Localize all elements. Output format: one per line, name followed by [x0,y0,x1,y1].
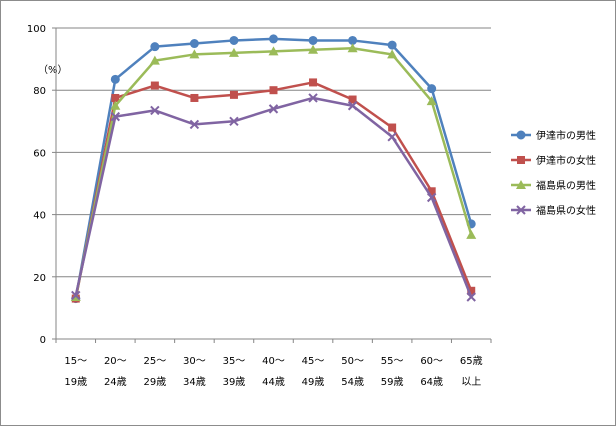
series-0-point-4 [229,35,239,45]
series-0-point-6 [308,35,318,45]
legend-marker-3 [516,205,526,215]
x-tick-label-8-line1: 55～ [381,356,404,367]
series-3-point-9 [426,192,437,203]
series-0-point-5 [269,34,278,44]
x-tick-label-0-line2: 19歳 [64,376,87,388]
series-2-point-3 [189,49,200,59]
x-tick-label-0-line1: 15～ [64,356,87,367]
y-tick-label-0: 0 [40,335,46,346]
series-2-point-10 [466,229,477,239]
y-tick-label-60: 60 [33,148,46,159]
x-tick-label-1-line2: 24歳 [104,376,127,388]
series-3-point-10 [466,292,476,302]
legend-marker-2 [516,180,526,189]
series-0-point-1 [110,74,120,84]
series-3-point-6 [308,93,318,103]
series-3-point-8 [387,132,397,142]
series-1-point-9 [427,187,436,196]
legend-label-0: 伊達市の男性 [536,129,596,142]
series-1-point-10 [467,286,476,295]
y-tick-label-20: 20 [33,273,46,284]
legend-label-3: 福島県の女性 [536,204,596,217]
series-3-point-7 [347,101,358,111]
y-tick-label-40: 40 [33,211,46,222]
series-0-point-3 [189,39,199,49]
series-line-1 [74,81,473,299]
x-tick-label-1-line1: 20～ [104,356,127,367]
x-tick-label-7-line2: 54歳 [341,376,364,388]
x-tick-label-2-line2: 29歳 [143,376,166,388]
x-tick-label-10-line2: 以上 [461,376,481,388]
x-tick-label-4-line1: 35～ [223,356,246,367]
y-tick-label-100: 100 [27,24,46,35]
series-0-point-8 [387,40,397,50]
x-tick-label-9-line1: 60～ [420,356,443,367]
series-0-point-9 [427,84,437,94]
y-axis-unit-label: （%） [38,64,68,76]
series-2-point-7 [347,43,358,53]
series-1-point-8 [388,123,397,132]
x-tick-label-10-line1: 65歳 [460,355,483,367]
series-1-point-3 [190,93,199,102]
series-2-point-5 [268,46,279,56]
series-3-point-2 [150,105,160,116]
series-2-point-4 [228,47,239,57]
x-tick-label-5-line2: 44歳 [262,376,285,388]
series-2-point-8 [387,49,398,59]
x-tick-label-6-line1: 45～ [302,356,325,367]
x-tick-label-3-line1: 30～ [183,356,206,367]
series-3-point-4 [229,116,239,127]
series-3-point-0 [71,290,81,301]
x-tick-label-3-line2: 34歳 [183,376,206,388]
series-2-point-6 [308,44,319,54]
x-tick-label-5-line1: 40～ [262,356,285,367]
series-1-point-7 [348,95,357,104]
series-2-point-9 [426,96,437,106]
series-3-point-1 [110,111,121,122]
legend-label-1: 伊達市の女性 [536,154,596,167]
x-tick-label-4-line2: 39歳 [223,376,246,388]
x-tick-label-7-line1: 50～ [341,356,364,367]
x-tick-label-9-line2: 64歳 [420,376,443,388]
series-3-point-3 [189,119,200,130]
series-1-point-2 [150,81,159,90]
y-tick-label-80: 80 [33,86,46,97]
series-2-point-2 [149,55,160,65]
legend-marker-0 [516,130,526,140]
legend-label-2: 福島県の男性 [536,179,596,192]
series-1-point-5 [269,86,278,95]
series-line-2 [74,46,473,298]
series-1-point-1 [111,93,120,102]
x-tick-label-8-line2: 59歳 [381,376,404,388]
legend-marker-1 [517,156,525,164]
x-tick-label-6-line2: 49歳 [302,376,325,388]
series-2-point-1 [110,100,121,110]
x-tick-label-2-line1: 25～ [143,356,166,367]
series-line-3 [74,96,473,298]
series-1-point-6 [309,78,318,87]
series-0-point-2 [150,42,160,52]
series-1-point-4 [229,90,238,99]
series-3-point-5 [268,104,279,114]
